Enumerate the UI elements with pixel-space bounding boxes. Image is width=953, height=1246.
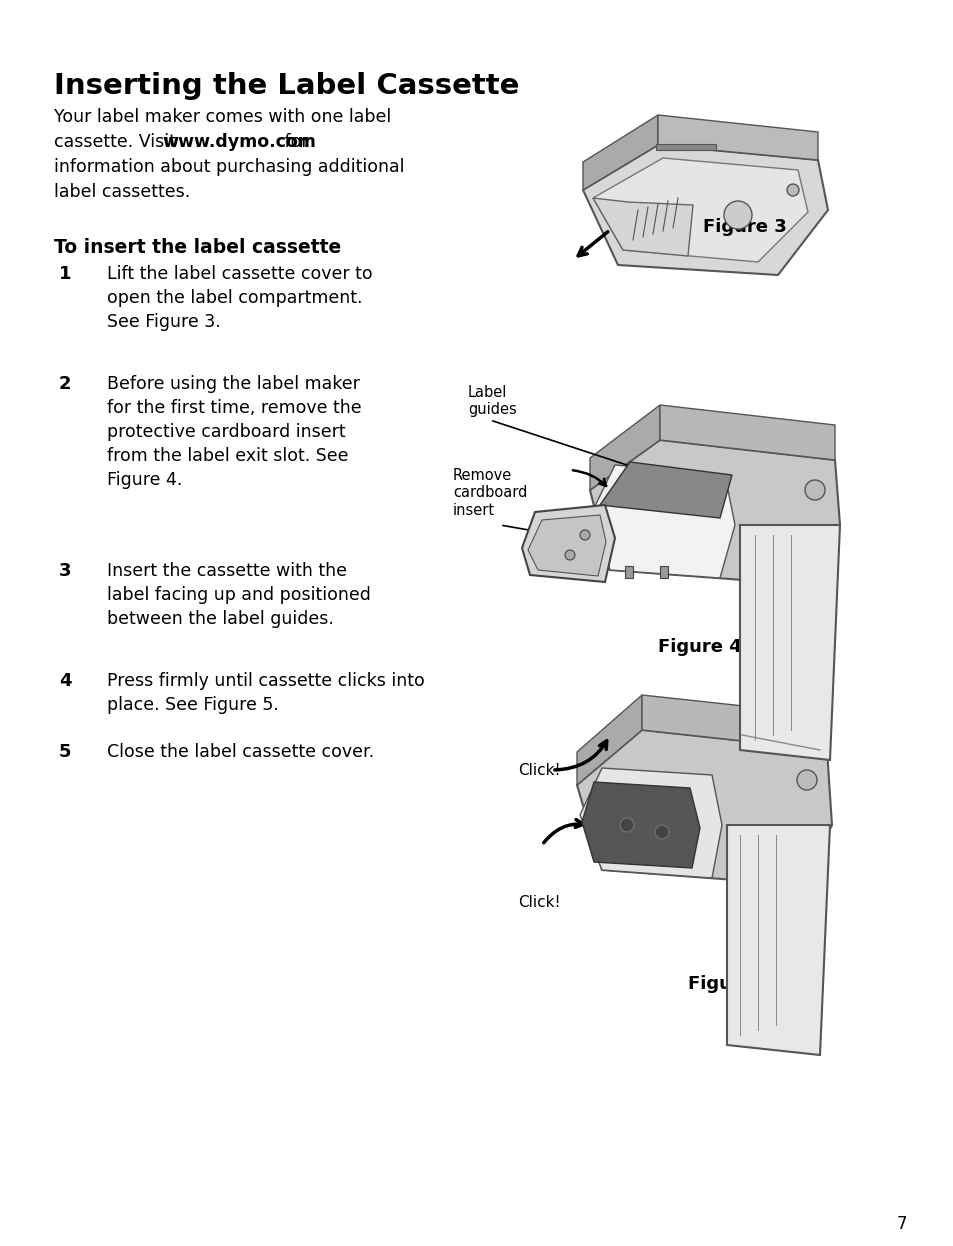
Polygon shape	[577, 695, 641, 785]
Text: Figure 3: Figure 3	[702, 218, 786, 235]
Text: 1: 1	[59, 265, 71, 283]
Polygon shape	[527, 515, 605, 576]
Polygon shape	[599, 462, 731, 518]
Polygon shape	[659, 405, 834, 460]
Text: between the label guides.: between the label guides.	[107, 611, 334, 628]
Text: label cassettes.: label cassettes.	[54, 183, 190, 201]
Polygon shape	[740, 525, 840, 760]
Polygon shape	[641, 695, 826, 750]
Text: for the first time, remove the: for the first time, remove the	[107, 399, 361, 417]
Text: information about purchasing additional: information about purchasing additional	[54, 158, 404, 176]
Polygon shape	[592, 465, 734, 578]
Polygon shape	[579, 768, 721, 878]
Text: Figure 4.: Figure 4.	[107, 471, 182, 488]
Polygon shape	[726, 825, 829, 1055]
Text: from the label exit slot. See: from the label exit slot. See	[107, 447, 348, 465]
Text: Your label maker comes with one label: Your label maker comes with one label	[54, 108, 391, 126]
Text: Before using the label maker: Before using the label maker	[107, 375, 359, 392]
Text: 5: 5	[59, 743, 71, 761]
Polygon shape	[521, 505, 615, 582]
Text: 7: 7	[896, 1215, 906, 1234]
Polygon shape	[589, 440, 840, 586]
Text: 2: 2	[59, 375, 71, 392]
Polygon shape	[593, 158, 807, 262]
Text: Lift the label cassette cover to: Lift the label cassette cover to	[107, 265, 373, 283]
Text: See Figure 3.: See Figure 3.	[107, 313, 220, 331]
Text: www.dymo.com: www.dymo.com	[162, 133, 315, 151]
Text: To insert the label cassette: To insert the label cassette	[54, 238, 341, 257]
Text: Figure 5: Figure 5	[687, 976, 771, 993]
Circle shape	[564, 549, 575, 559]
Text: Click!: Click!	[517, 763, 560, 778]
Bar	[659, 566, 667, 578]
Text: Press firmly until cassette clicks into: Press firmly until cassette clicks into	[107, 672, 424, 690]
Polygon shape	[581, 782, 700, 868]
Text: cassette. Visit: cassette. Visit	[54, 133, 181, 151]
Circle shape	[655, 825, 668, 839]
Text: Remove
cardboard
insert: Remove cardboard insert	[453, 468, 527, 518]
Text: Figure 4: Figure 4	[658, 638, 741, 655]
Text: for: for	[278, 133, 309, 151]
Polygon shape	[593, 198, 692, 255]
Polygon shape	[582, 145, 827, 275]
Polygon shape	[589, 405, 659, 490]
Circle shape	[796, 770, 816, 790]
Text: Label
guides: Label guides	[468, 385, 517, 417]
Bar	[624, 566, 633, 578]
Text: Inserting the Label Cassette: Inserting the Label Cassette	[54, 72, 518, 100]
Circle shape	[786, 184, 799, 196]
Text: protective cardboard insert: protective cardboard insert	[107, 422, 345, 441]
Polygon shape	[577, 730, 831, 885]
Text: place. See Figure 5.: place. See Figure 5.	[107, 697, 278, 714]
Text: 4: 4	[59, 672, 71, 690]
Circle shape	[619, 819, 634, 832]
Polygon shape	[582, 115, 658, 189]
Text: Click!: Click!	[517, 895, 560, 910]
Text: 3: 3	[59, 562, 71, 579]
Circle shape	[723, 201, 751, 229]
Bar	[656, 145, 716, 150]
Circle shape	[579, 530, 589, 540]
Text: open the label compartment.: open the label compartment.	[107, 289, 362, 307]
Circle shape	[804, 480, 824, 500]
Text: label facing up and positioned: label facing up and positioned	[107, 586, 371, 604]
Polygon shape	[658, 115, 817, 159]
Text: Close the label cassette cover.: Close the label cassette cover.	[107, 743, 374, 761]
Text: Insert the cassette with the: Insert the cassette with the	[107, 562, 347, 579]
